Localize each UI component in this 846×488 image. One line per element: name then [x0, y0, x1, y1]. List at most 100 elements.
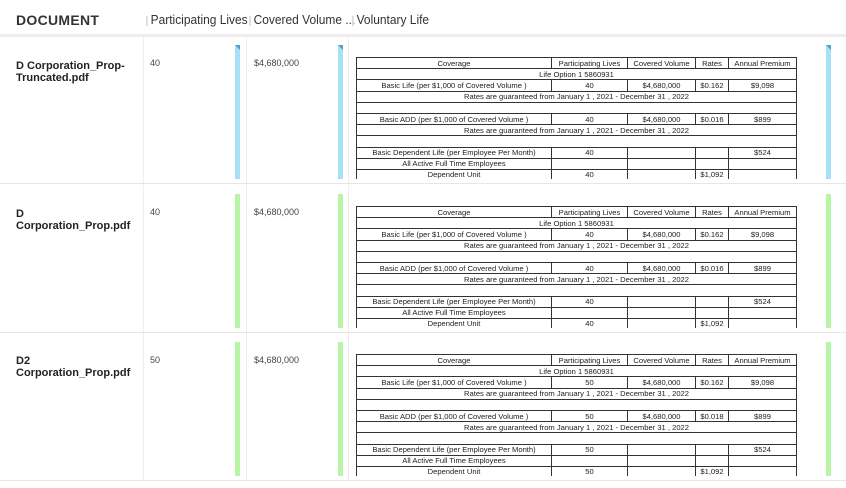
column-header-voluntary-life[interactable]: Voluntary Life — [352, 8, 429, 36]
table-header-cell: Covered Volume — [627, 57, 696, 70]
table-row[interactable]: D2 Corporation_Prop.pdf 50 $4,680,000 Co… — [0, 333, 846, 481]
divider — [246, 36, 247, 183]
option-row: Life Option 1 5860931 — [356, 217, 797, 230]
table-cell — [627, 317, 696, 328]
document-name[interactable]: D2 Corporation_Prop.pdf — [16, 355, 131, 379]
table-cell: 40 — [551, 168, 628, 179]
table-header-cell: Coverage — [356, 354, 552, 367]
table-cell: Dependent Unit — [356, 317, 552, 328]
option-row: Life Option 1 5860931 — [356, 365, 797, 378]
divider — [143, 333, 144, 480]
table-cell: $9,098 — [728, 228, 797, 241]
table-cell — [627, 146, 696, 159]
divider — [348, 36, 349, 183]
table-cell — [695, 146, 729, 159]
empty-row — [356, 101, 797, 114]
table-cell — [728, 168, 797, 179]
table-cell: $4,680,000 — [627, 228, 696, 241]
employees-cell: All Active Full Time Employees — [356, 306, 552, 319]
empty-row — [356, 432, 797, 445]
status-bar — [338, 45, 343, 179]
table-header-cell: Covered Volume — [627, 354, 696, 367]
table-cell: Basic ADD (per $1,000 of Covered Volume … — [356, 261, 552, 275]
table-cell: 40 — [551, 317, 628, 328]
option-row: Life Option 1 5860931 — [356, 68, 797, 81]
table-cell — [627, 443, 696, 456]
table-cell: 50 — [551, 465, 628, 476]
guarantee-row: Rates are guaranteed from January 1 , 20… — [356, 273, 797, 286]
column-label: Participating Lives — [150, 12, 248, 27]
voluntary-life-table: Coverage Participating Lives Covered Volum… — [356, 206, 798, 328]
table-cell — [728, 317, 797, 328]
table-cell: 50 — [551, 376, 628, 389]
corner-marker-icon — [338, 45, 343, 50]
column-label: Covered Volume ... — [253, 12, 356, 27]
table-header-cell: Annual Premium — [728, 57, 797, 70]
column-header-document[interactable]: DOCUMENT — [16, 12, 100, 28]
table-header-cell: Annual Premium — [728, 354, 797, 367]
empty-row — [356, 135, 797, 148]
table-cell: $9,098 — [728, 376, 797, 389]
table-cell: 50 — [551, 443, 628, 456]
table-cell: $899 — [728, 261, 797, 275]
table-cell: 40 — [551, 261, 628, 275]
resize-handle[interactable] — [352, 15, 354, 26]
document-name[interactable]: D Corporation_Prop-Truncated.pdf — [16, 60, 125, 84]
divider — [143, 36, 144, 183]
status-bar — [826, 194, 831, 328]
participating-lives-value: 40 — [150, 58, 161, 68]
table-header-cell: Participating Lives — [551, 57, 628, 70]
column-label: Voluntary Life — [356, 12, 430, 27]
resize-handle[interactable] — [146, 15, 148, 26]
table-cell: $0.018 — [695, 409, 729, 423]
table-cell: $0.016 — [695, 112, 729, 126]
column-header-participating-lives[interactable]: Participating Lives — [146, 8, 248, 36]
divider — [246, 185, 247, 332]
empty-row — [356, 284, 797, 297]
corner-marker-icon — [235, 45, 240, 50]
table-cell: $0.162 — [695, 228, 729, 241]
table-header: DOCUMENT Participating Lives Covered Vol… — [0, 0, 846, 37]
table-cell: $524 — [728, 146, 797, 159]
guarantee-row: Rates are guaranteed from January 1 , 20… — [356, 90, 797, 103]
table-cell: Basic Dependent Life (per Employee Per M… — [356, 295, 552, 308]
table-cell: $4,680,000 — [627, 409, 696, 423]
table-header-cell: Coverage — [356, 57, 552, 70]
participating-lives-value: 40 — [150, 207, 161, 217]
table-header-cell: Participating Lives — [551, 206, 628, 219]
table-row[interactable]: D Corporation_Prop.pdf 40 $4,680,000 Cov… — [0, 185, 846, 333]
voluntary-life-table: Coverage Participating Lives Covered Volum… — [356, 57, 798, 179]
table-cell: $899 — [728, 409, 797, 423]
table-cell: $1,092 — [695, 317, 729, 328]
table-cell: Dependent Unit — [356, 168, 552, 179]
table-cell: $4,680,000 — [627, 261, 696, 275]
table-cell — [728, 465, 797, 476]
table-cell: Basic Life (per $1,000 of Covered Volume… — [356, 79, 552, 92]
table-cell: Basic ADD (per $1,000 of Covered Volume … — [356, 409, 552, 423]
table-header-cell: Rates — [695, 57, 729, 70]
table-cell: $4,680,000 — [627, 112, 696, 126]
status-bar — [235, 45, 240, 179]
table-cell — [627, 465, 696, 476]
guarantee-row: Rates are guaranteed from January 1 , 20… — [356, 124, 797, 137]
resize-handle[interactable] — [249, 15, 251, 26]
divider — [143, 185, 144, 332]
column-header-covered-volume[interactable]: Covered Volume ... — [249, 8, 355, 36]
table-header-cell: Rates — [695, 354, 729, 367]
guarantee-row: Rates are guaranteed from January 1 , 20… — [356, 387, 797, 400]
table-cell: $0.162 — [695, 376, 729, 389]
covered-volume-value: $4,680,000 — [254, 207, 300, 217]
table-cell: 40 — [551, 146, 628, 159]
table-row[interactable]: D Corporation_Prop-Truncated.pdf 40 $4,6… — [0, 36, 846, 184]
table-cell: 50 — [551, 409, 628, 423]
employees-cell: All Active Full Time Employees — [356, 454, 552, 467]
status-bar — [235, 194, 240, 328]
table-cell: $4,680,000 — [627, 79, 696, 92]
divider — [246, 333, 247, 480]
empty-row — [356, 398, 797, 411]
divider — [348, 333, 349, 480]
table-cell: Basic Life (per $1,000 of Covered Volume… — [356, 228, 552, 241]
table-cell: Basic ADD (per $1,000 of Covered Volume … — [356, 112, 552, 126]
table-cell — [695, 443, 729, 456]
document-name[interactable]: D Corporation_Prop.pdf — [16, 208, 131, 232]
